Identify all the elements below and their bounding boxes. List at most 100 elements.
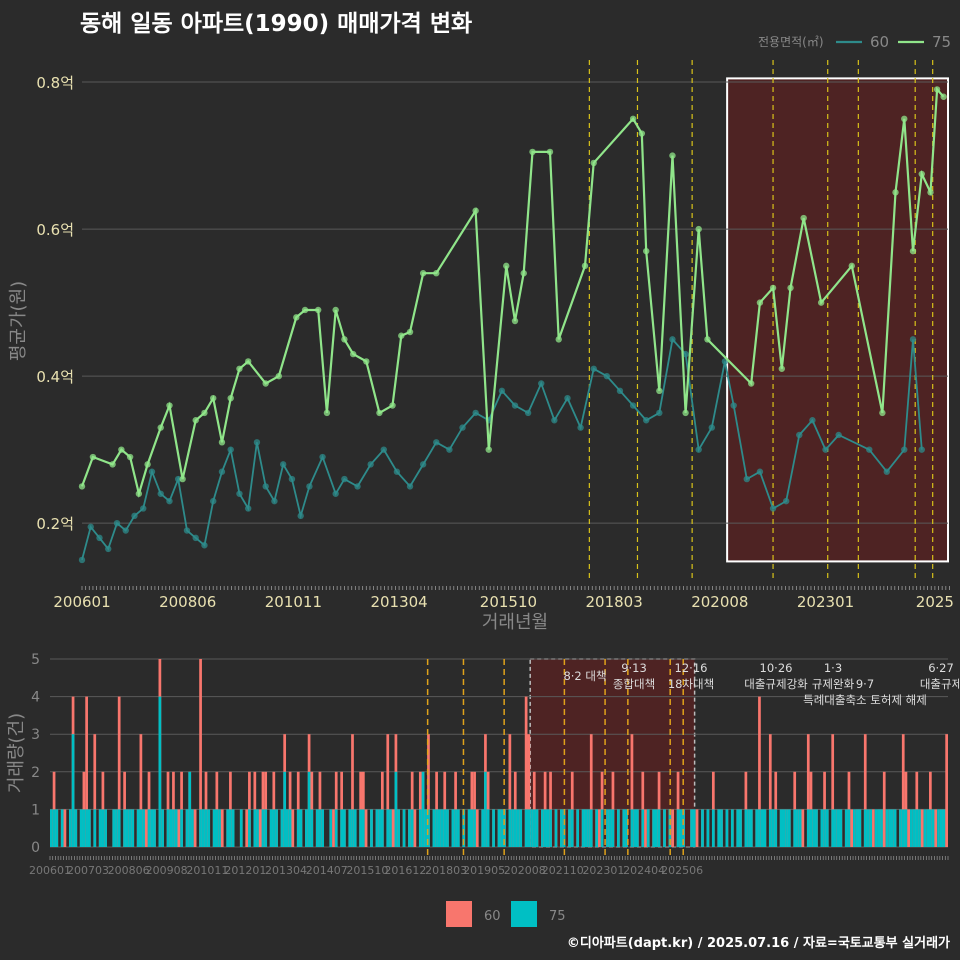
bar-60	[882, 771, 886, 847]
bar-75	[562, 809, 566, 847]
data-point-75	[927, 189, 934, 196]
bar-75	[530, 809, 533, 847]
bar-60	[527, 734, 531, 847]
bar-60	[695, 809, 699, 847]
bar-75	[486, 809, 490, 847]
x-tick-label: 2025	[916, 593, 954, 611]
bar-60	[768, 734, 772, 847]
data-point-60	[524, 409, 532, 417]
y-tick-label: 0.6억	[36, 221, 74, 239]
data-point-60	[603, 372, 611, 380]
data-point-75	[511, 317, 519, 325]
bar-75	[853, 809, 856, 847]
data-point-60	[629, 402, 637, 409]
bar-75	[286, 809, 289, 847]
bar-75	[546, 809, 550, 847]
bar-75	[758, 809, 761, 847]
bar-75	[139, 809, 143, 847]
legend-label-75-bottom: 75	[549, 909, 566, 924]
data-point-60	[140, 505, 147, 512]
bar-60	[351, 734, 354, 847]
bar-75	[730, 809, 734, 847]
y-tick-label-bottom: 0	[31, 840, 40, 856]
data-point-75	[89, 453, 97, 461]
bar-75	[85, 809, 88, 847]
bar-75	[310, 809, 314, 847]
data-point-60	[319, 453, 326, 461]
data-point-75	[135, 490, 143, 497]
bar-75	[432, 809, 436, 847]
bar-75	[497, 809, 501, 847]
y-axis-label-bottom: 거래량(건)	[6, 713, 27, 793]
bar-75	[763, 809, 767, 847]
bar-75	[150, 809, 154, 847]
bar-75	[264, 809, 268, 847]
x-tick-label: 202301	[797, 593, 854, 611]
data-point-60	[769, 505, 777, 512]
bar-75	[215, 809, 219, 847]
data-point-60	[756, 468, 764, 475]
data-point-60	[822, 446, 829, 453]
y-tick-label-bottom: 5	[31, 652, 40, 668]
data-point-60	[192, 534, 199, 542]
bar-75	[248, 809, 251, 847]
data-point-60	[245, 505, 252, 512]
data-point-75	[227, 394, 234, 402]
x-tick-label-bottom: 200601	[29, 864, 71, 877]
chart-title: 동해 일동 아파트(1990) 매매가격 변화	[80, 11, 473, 37]
data-point-75	[218, 439, 226, 446]
bar-75	[128, 809, 132, 847]
bar-75	[370, 809, 373, 847]
y-tick-label-bottom: 2	[31, 765, 40, 781]
policy-label: 특례대출축소 토허제 해제	[803, 693, 927, 707]
bar-75	[226, 809, 230, 847]
data-point-60	[809, 417, 816, 424]
bar-75	[443, 809, 447, 847]
bar-75	[261, 809, 265, 847]
bar-60	[391, 809, 395, 847]
bar-75	[131, 809, 135, 847]
y-tick-label-bottom: 4	[31, 690, 40, 706]
policy-label: 10·26	[760, 661, 793, 675]
bar-75	[891, 809, 894, 847]
data-point-60	[380, 446, 387, 453]
data-point-60	[866, 446, 873, 453]
bar-75	[679, 809, 683, 847]
data-point-60	[883, 468, 890, 475]
y-tick-label: 0.8억	[36, 74, 74, 92]
bar-75	[768, 809, 772, 847]
bar-75	[885, 809, 889, 847]
bar-75	[418, 809, 422, 847]
bar-75	[440, 809, 444, 847]
data-point-75	[485, 446, 492, 453]
bar-75	[315, 809, 319, 847]
data-point-75	[118, 446, 125, 453]
bar-60	[220, 809, 224, 847]
x-tick-label-bottom: 201407	[306, 864, 348, 877]
bar-75	[351, 809, 354, 847]
bar-75	[318, 809, 322, 847]
data-point-75	[210, 394, 217, 402]
bar-75	[701, 809, 704, 847]
data-point-75	[520, 270, 527, 277]
bar-75	[408, 809, 411, 847]
bar-75	[630, 809, 634, 847]
bar-75	[880, 809, 883, 847]
bar-60	[245, 809, 249, 847]
bar-75	[836, 809, 840, 847]
bar-75	[888, 809, 892, 847]
data-point-60	[175, 475, 182, 483]
bar-75	[595, 809, 599, 847]
bar-75	[191, 809, 194, 847]
bar-60	[475, 809, 479, 847]
bar-75	[584, 809, 588, 847]
bar-75	[535, 809, 539, 847]
data-point-75	[892, 189, 899, 196]
bar-75	[212, 809, 216, 847]
bar-75	[600, 809, 604, 847]
data-point-60	[695, 446, 702, 453]
bar-60	[427, 734, 430, 847]
bar-75	[305, 809, 308, 847]
legend-label-60: 60	[870, 33, 889, 51]
data-point-60	[459, 424, 466, 431]
